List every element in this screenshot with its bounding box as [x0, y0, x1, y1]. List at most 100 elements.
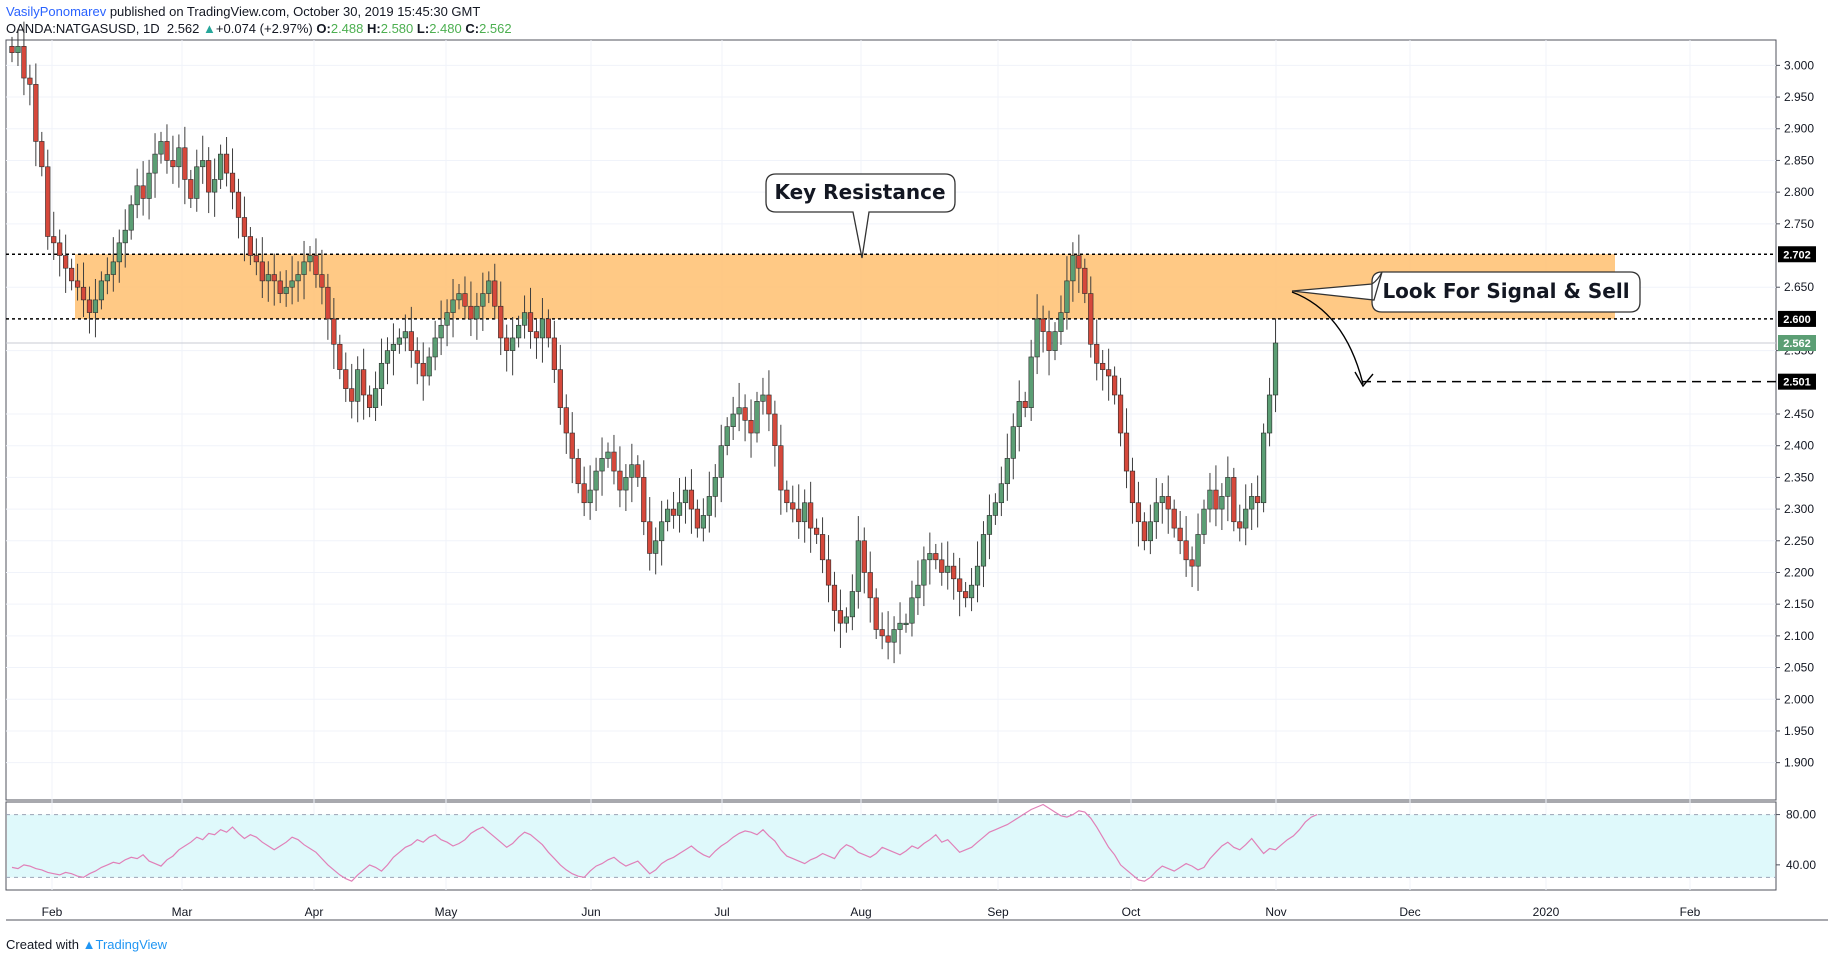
candle: [164, 124, 170, 174]
candle: [688, 469, 695, 534]
candle: [527, 287, 534, 349]
candle-body: [486, 280, 492, 294]
candle-body: [849, 591, 855, 618]
candle-body: [730, 413, 736, 427]
price-tick-label: 1.950: [1784, 724, 1814, 738]
candle-body: [1147, 521, 1153, 542]
candle: [670, 491, 677, 529]
candle-body: [986, 515, 993, 535]
candle: [843, 607, 849, 633]
candle: [39, 131, 45, 177]
time-tick-label: Mar: [172, 905, 193, 919]
candle: [945, 541, 951, 590]
candle-body: [402, 331, 408, 339]
candle: [313, 238, 319, 288]
candle: [1272, 318, 1279, 413]
candle-body: [45, 166, 51, 237]
candle: [456, 284, 462, 310]
candle-body: [1022, 401, 1028, 408]
candle-body: [968, 584, 975, 599]
tradingview-brand[interactable]: TradingView: [95, 937, 168, 952]
candle-body: [325, 286, 331, 320]
candle: [468, 281, 474, 337]
candle-body: [295, 274, 301, 282]
candle: [992, 493, 998, 525]
candle-body: [736, 407, 742, 415]
author-link[interactable]: VasilyPonomarev: [6, 4, 107, 19]
candle-body: [343, 369, 349, 389]
candle-body: [885, 635, 891, 643]
symbol-label[interactable]: OANDA:NATGASUSD, 1D: [6, 21, 160, 36]
candle-body: [331, 318, 337, 345]
publish-info: VasilyPonomarev published on TradingView…: [6, 4, 480, 19]
candle-body: [432, 337, 438, 358]
tradingview-logo-icon[interactable]: ▲: [82, 937, 96, 952]
candle: [1237, 504, 1243, 542]
candle: [74, 263, 81, 301]
candle: [176, 134, 182, 188]
candle: [1088, 276, 1094, 358]
candle: [301, 240, 307, 300]
candle-body: [271, 274, 277, 282]
candle-body: [611, 451, 617, 472]
price-tick-label: 2.950: [1784, 90, 1814, 104]
candle-body: [74, 280, 81, 288]
candle: [1255, 475, 1261, 528]
candle: [51, 211, 57, 260]
candle-body: [474, 305, 480, 320]
candle-body: [1261, 432, 1267, 504]
time-tick-label: Jul: [714, 905, 729, 919]
candle: [819, 517, 826, 574]
candle-body: [772, 413, 778, 446]
candle-body: [1141, 521, 1147, 542]
candle-body: [176, 147, 182, 168]
candle-body: [933, 553, 939, 561]
candle-body: [384, 350, 391, 364]
candle: [414, 337, 420, 385]
candle-body: [945, 565, 951, 573]
candle-body: [498, 305, 504, 339]
candle: [486, 271, 492, 304]
candle: [450, 278, 456, 338]
candle: [343, 352, 349, 402]
candle: [581, 466, 587, 517]
candle-body: [1046, 331, 1052, 351]
rsi-pane-frame: [5, 801, 1777, 891]
candle-body: [366, 394, 373, 408]
candle-body: [492, 280, 498, 307]
candle: [80, 262, 87, 318]
candle: [521, 295, 528, 339]
sell-arrow-icon: [1291, 291, 1364, 385]
close-value: 2.562: [479, 21, 512, 36]
candle-body: [307, 255, 313, 263]
candle: [307, 246, 313, 272]
candle-body: [92, 299, 99, 313]
candle-body: [647, 521, 653, 554]
candle: [748, 399, 754, 458]
candle-body: [831, 584, 838, 611]
candle-body: [778, 445, 784, 491]
candle: [331, 297, 337, 369]
candle: [474, 292, 480, 340]
candle: [1082, 258, 1088, 304]
candle: [319, 249, 325, 305]
candle: [867, 551, 873, 623]
candle-body: [420, 362, 426, 377]
candle-body: [259, 261, 265, 282]
candle-body: [140, 185, 146, 199]
candle-body: [98, 280, 104, 301]
candle-body: [891, 629, 897, 643]
candle-body: [694, 508, 700, 529]
candle: [372, 371, 379, 421]
candle: [1022, 391, 1028, 418]
candle-body: [51, 236, 57, 244]
candle: [63, 234, 69, 293]
price-level-tag: [1778, 246, 1816, 263]
candle-body: [337, 343, 343, 370]
candle-body: [1034, 318, 1040, 358]
price-level-tag: [1778, 373, 1816, 390]
created-with-text: Created with: [6, 937, 79, 952]
candle: [736, 382, 742, 432]
candle-body: [527, 312, 534, 332]
